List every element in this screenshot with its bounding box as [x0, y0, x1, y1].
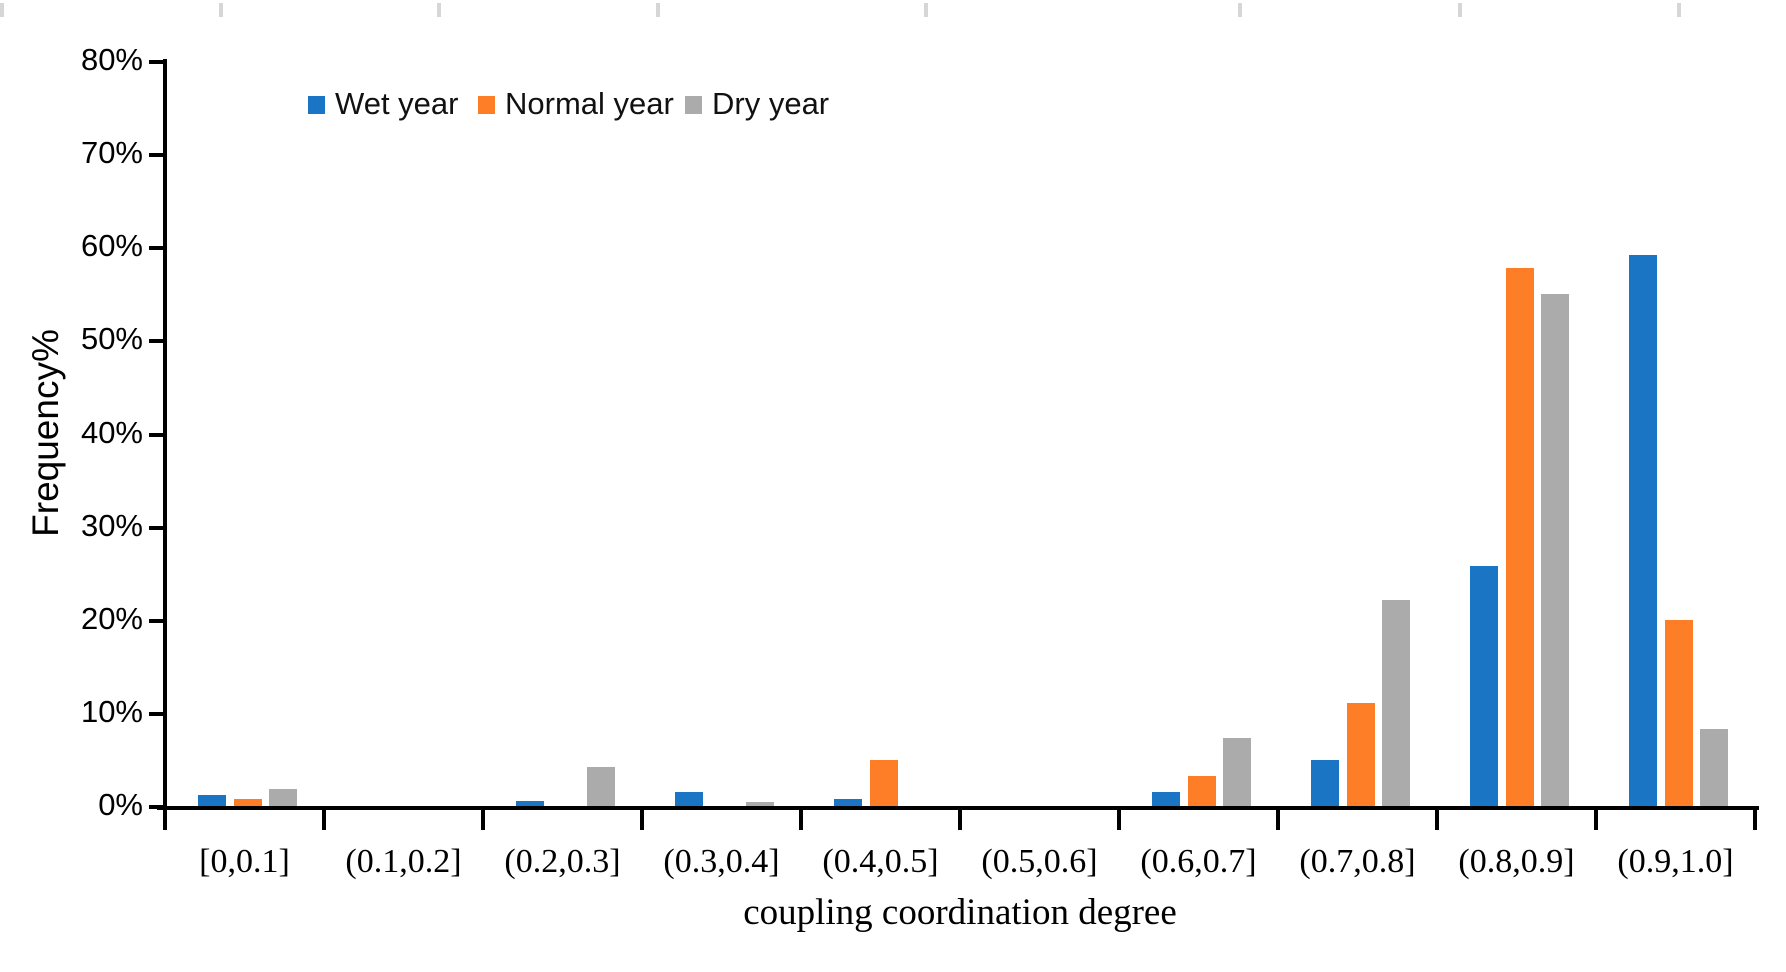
y-axis-tick — [149, 525, 163, 530]
bar-normal-year--0-4-0-5- — [869, 760, 898, 806]
x-category-label-3: (0.3,0.4] — [663, 843, 780, 880]
y-tick-label-0: 0% — [98, 787, 143, 822]
bar-wet-year--0-6-0-7- — [1152, 792, 1180, 806]
y-axis-tick — [149, 339, 163, 344]
bar-dry-year--0-9-1-0- — [1700, 728, 1728, 806]
bar-dry-year--0-7-0-8- — [1382, 600, 1410, 806]
bar-wet-year--0-7-0-8- — [1311, 760, 1339, 806]
y-axis-tick — [149, 153, 163, 158]
x-axis-tick — [322, 806, 326, 830]
bar-normal-year--0-7-0-8- — [1346, 702, 1375, 806]
y-tick-label-50: 50% — [80, 321, 143, 357]
top-edge-artifact-tick — [0, 3, 4, 17]
bar-dry-year--0-6-0-7- — [1223, 738, 1251, 806]
top-edge-artifact-tick — [1458, 3, 1462, 17]
x-axis-tick — [799, 806, 803, 830]
bar-dry-year--0-8-0-9- — [1541, 293, 1569, 806]
y-tick-label-70: 70% — [80, 135, 143, 171]
x-category-label-4: (0.4,0.5] — [822, 843, 939, 880]
bar-dry-year--0-0-1- — [269, 789, 297, 806]
bar-wet-year--0-0-1- — [198, 794, 226, 806]
bar-wet-year--0-2-0-3- — [516, 801, 544, 806]
top-edge-artifact-tick — [1238, 3, 1242, 17]
x-axis-tick — [1276, 806, 1280, 830]
top-edge-artifact-tick — [437, 3, 441, 17]
x-category-label-0: [0,0.1] — [199, 843, 290, 880]
bar-normal-year--0-8-0-9- — [1505, 267, 1534, 806]
legend-label-dry-year: Dry year — [712, 86, 830, 121]
x-axis-tick — [481, 806, 485, 830]
x-axis-title: coupling coordination degree — [743, 892, 1177, 933]
x-category-label-9: (0.9,1.0] — [1617, 843, 1734, 880]
legend-label-wet-year: Wet year — [335, 86, 459, 121]
x-axis-tick — [1435, 806, 1439, 830]
legend-swatch-dry-year — [685, 96, 702, 114]
x-axis-tick — [1753, 806, 1757, 830]
legend-label-normal-year: Normal year — [505, 86, 674, 121]
x-axis-tick — [1117, 806, 1121, 830]
bar-normal-year--0-9-1-0- — [1664, 619, 1693, 806]
bar-normal-year--0-6-0-7- — [1187, 776, 1216, 806]
y-tick-label-80: 80% — [80, 42, 143, 77]
bar-normal-year--0-0-1- — [233, 798, 262, 806]
y-axis-tick — [149, 711, 163, 716]
y-tick-label-60: 60% — [80, 228, 143, 264]
bar-wet-year--0-4-0-5- — [834, 798, 862, 806]
x-axis-tick — [163, 806, 167, 830]
top-edge-artifact-tick — [219, 3, 223, 17]
y-axis-line — [163, 59, 167, 810]
bar-dry-year--0-2-0-3- — [587, 766, 615, 806]
x-category-label-5: (0.5,0.6] — [981, 843, 1098, 880]
x-category-label-2: (0.2,0.3] — [504, 843, 621, 880]
y-axis-tick — [149, 805, 163, 809]
top-edge-artifact-tick — [1677, 3, 1681, 17]
y-axis-tick — [149, 432, 163, 437]
legend-swatch-wet-year — [308, 96, 325, 114]
x-axis-tick — [1594, 806, 1598, 830]
bar-dry-year--0-3-0-4- — [746, 802, 774, 806]
y-axis-tick — [149, 246, 163, 251]
x-axis-tick — [958, 806, 962, 830]
legend-swatch-normal-year — [478, 96, 495, 114]
x-axis-tick — [640, 806, 644, 830]
top-edge-artifact-tick — [924, 3, 928, 17]
x-category-label-1: (0.1,0.2] — [345, 843, 462, 880]
y-tick-label-40: 40% — [80, 414, 143, 450]
y-tick-label-20: 20% — [80, 600, 143, 636]
x-category-label-6: (0.6,0.7] — [1140, 843, 1257, 880]
top-edge-artifact-tick — [656, 3, 660, 17]
x-category-label-7: (0.7,0.8] — [1299, 843, 1416, 880]
y-tick-label-10: 10% — [80, 693, 143, 729]
bar-wet-year--0-3-0-4- — [675, 792, 703, 806]
y-axis-tick — [149, 618, 163, 623]
x-category-label-8: (0.8,0.9] — [1458, 843, 1575, 880]
y-tick-label-30: 30% — [80, 507, 143, 543]
bar-wet-year--0-9-1-0- — [1629, 254, 1657, 806]
y-axis-tick — [149, 60, 163, 64]
bar-wet-year--0-8-0-9- — [1470, 565, 1498, 806]
